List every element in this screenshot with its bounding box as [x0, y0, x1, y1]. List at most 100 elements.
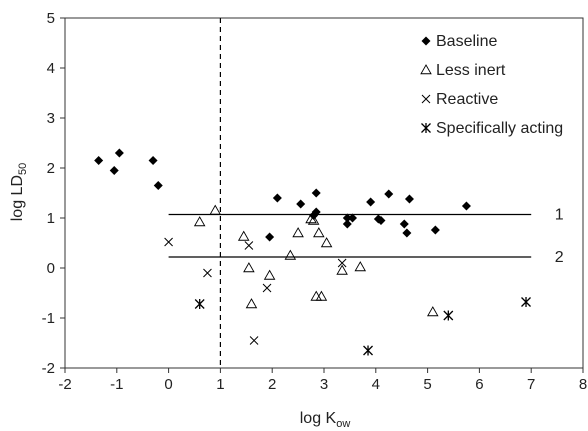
triangle-marker [315, 290, 328, 301]
data-point [305, 213, 317, 224]
data-point [342, 219, 352, 229]
triangle-marker [313, 227, 325, 238]
x-tick-label: 4 [372, 376, 380, 393]
legend-marker [421, 94, 431, 104]
legend-label: Reactive [436, 91, 498, 108]
cross-marker [249, 336, 259, 345]
legend-marker [421, 36, 431, 46]
triangle-marker [336, 264, 348, 275]
triangle-marker [292, 227, 304, 238]
triangle-marker [243, 262, 255, 273]
y-tick-label: -1 [42, 310, 55, 327]
x-tick-label: 0 [164, 376, 172, 393]
diamond-marker [342, 219, 352, 229]
axis-titles: log Kow log LD50 [9, 163, 350, 430]
reference-line-label: 1 [555, 207, 564, 224]
y-tick-label: 3 [47, 110, 55, 127]
legend-label: Less inert [436, 62, 506, 79]
data-point [461, 201, 471, 211]
diamond-marker [404, 194, 414, 204]
cross-marker [203, 268, 212, 278]
data-points [94, 148, 531, 356]
triangle-marker [237, 230, 250, 241]
asterisk-marker [521, 297, 531, 307]
series-reactive [164, 237, 347, 345]
cross-marker [421, 94, 431, 104]
diamond-marker [148, 156, 158, 165]
diamond-marker [342, 213, 352, 223]
data-point [193, 216, 206, 227]
series-baseline [94, 148, 471, 242]
y-tick-label: 4 [47, 60, 55, 77]
data-point [521, 297, 531, 307]
x-tick-label: -1 [110, 376, 123, 393]
legend-item: Specifically acting [421, 120, 563, 137]
triangle-marker [420, 64, 432, 75]
data-point [430, 225, 440, 235]
triangle-marker [193, 216, 206, 227]
triangle-marker [305, 213, 317, 224]
data-point [243, 262, 255, 273]
data-point [109, 166, 119, 175]
triangle-marker [310, 290, 323, 301]
series-less-inert [193, 204, 439, 317]
data-point [320, 237, 333, 248]
data-point [203, 268, 212, 278]
diamond-marker [421, 36, 431, 46]
diamond-marker [347, 213, 357, 223]
diamond-marker [366, 197, 376, 207]
legend-marker [420, 64, 432, 75]
x-tick-label: 7 [527, 376, 535, 393]
y-tick-label: -2 [42, 360, 55, 377]
reference-line-label: 2 [555, 249, 564, 266]
data-point [237, 230, 250, 241]
data-point [263, 269, 276, 280]
triangle-marker [427, 306, 439, 317]
y-tick-label: 2 [47, 160, 55, 177]
data-point [114, 148, 124, 158]
data-point [404, 194, 414, 204]
asterisk-marker [194, 299, 205, 309]
data-point [342, 213, 352, 223]
legend-item: Baseline [421, 33, 497, 50]
triangle-marker [284, 249, 297, 260]
data-point [337, 258, 347, 268]
data-point [249, 336, 259, 345]
data-point [366, 197, 376, 207]
diamond-marker [461, 201, 471, 211]
legend-label: Specifically acting [436, 120, 563, 137]
y-tick-label: 1 [47, 210, 55, 227]
y-tick-label: 0 [47, 260, 55, 277]
data-point [244, 241, 254, 250]
data-point [194, 299, 205, 309]
x-tick-label: 2 [268, 376, 276, 393]
data-point [148, 156, 158, 165]
diamond-marker [384, 189, 394, 199]
diamond-marker [94, 156, 104, 165]
data-point [363, 345, 373, 356]
data-point [376, 216, 386, 225]
diamond-marker [311, 188, 321, 198]
cross-marker [244, 241, 254, 250]
diamond-marker [265, 232, 275, 242]
data-point [265, 232, 275, 242]
data-point [245, 298, 258, 309]
x-tick-label: -2 [58, 376, 71, 393]
data-point [262, 283, 272, 293]
data-point [315, 290, 328, 301]
diamond-marker [153, 181, 163, 190]
asterisk-marker [443, 310, 454, 321]
triangle-marker [245, 298, 258, 309]
data-point [272, 193, 282, 203]
legend-label: Baseline [436, 33, 497, 50]
data-point [354, 261, 367, 272]
data-point [292, 227, 304, 238]
legend-marker [421, 123, 431, 133]
data-point [336, 264, 348, 275]
triangle-marker [320, 237, 333, 248]
data-point [310, 290, 323, 301]
diamond-marker [430, 225, 440, 235]
diamond-marker [114, 148, 124, 158]
data-point [311, 188, 321, 198]
